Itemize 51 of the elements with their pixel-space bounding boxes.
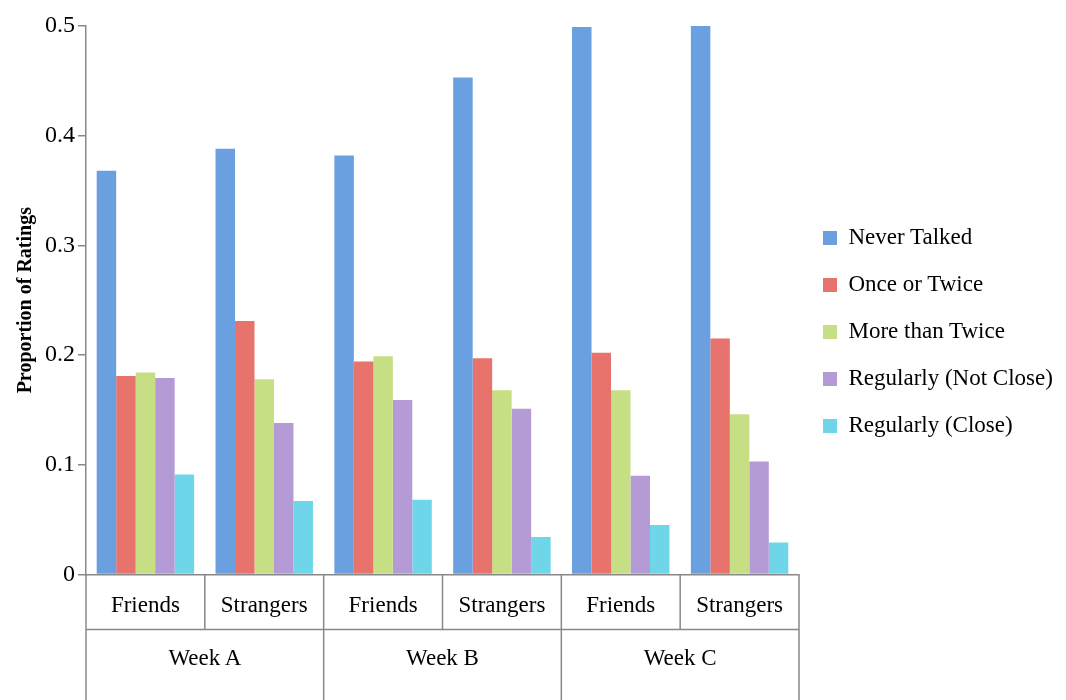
bar	[293, 500, 313, 574]
y-tick-label: 0	[63, 559, 75, 586]
bar	[254, 379, 274, 574]
legend-label: Regularly (Close)	[848, 412, 1013, 438]
bar	[710, 338, 730, 574]
bar	[215, 148, 236, 574]
bar	[591, 352, 612, 574]
text: Week A	[168, 645, 242, 671]
bar	[492, 390, 512, 574]
bar	[690, 26, 711, 574]
bar	[373, 356, 393, 574]
x-tick-label: Friends	[586, 592, 656, 618]
legend-label: More than Twice	[848, 318, 1005, 344]
bar	[96, 170, 117, 574]
bar	[116, 375, 136, 574]
y-tick-label: 0.2	[45, 340, 75, 367]
y-tick-label: 0.4	[45, 120, 75, 147]
bar	[273, 423, 294, 574]
x-tick-label: Friends	[348, 592, 418, 618]
bar	[572, 27, 592, 574]
bar	[630, 475, 650, 574]
legend-label: Regularly (Not Close)	[848, 365, 1053, 391]
bar	[235, 321, 255, 574]
bar	[412, 499, 432, 574]
bar	[511, 408, 532, 574]
bar	[353, 361, 374, 574]
text: Week C	[643, 645, 717, 671]
bar	[334, 155, 354, 574]
y-tick-label: 0.5	[45, 11, 75, 38]
bar	[531, 537, 551, 574]
bar	[611, 390, 631, 574]
x-tick-label: Friends	[110, 592, 180, 618]
y-tick-label: 0.3	[45, 230, 75, 257]
bar	[729, 414, 750, 574]
bar	[174, 474, 195, 574]
bar	[155, 378, 175, 574]
bar	[135, 372, 156, 574]
y-axis-title: Proportion of Ratings	[13, 206, 37, 394]
bar	[768, 542, 789, 574]
x-tick-label: Strangers	[220, 592, 308, 618]
y-tick-label: 0.1	[45, 450, 75, 477]
text: Week B	[406, 645, 479, 671]
bar	[472, 358, 493, 574]
bar	[649, 525, 670, 574]
bar	[453, 77, 473, 574]
legend-label: Never Talked	[848, 224, 973, 250]
bar	[749, 461, 769, 574]
x-tick-label: Strangers	[458, 592, 546, 618]
legend-label: Once or Twice	[848, 271, 984, 297]
bar	[392, 400, 413, 574]
x-tick-label: Strangers	[696, 592, 784, 618]
